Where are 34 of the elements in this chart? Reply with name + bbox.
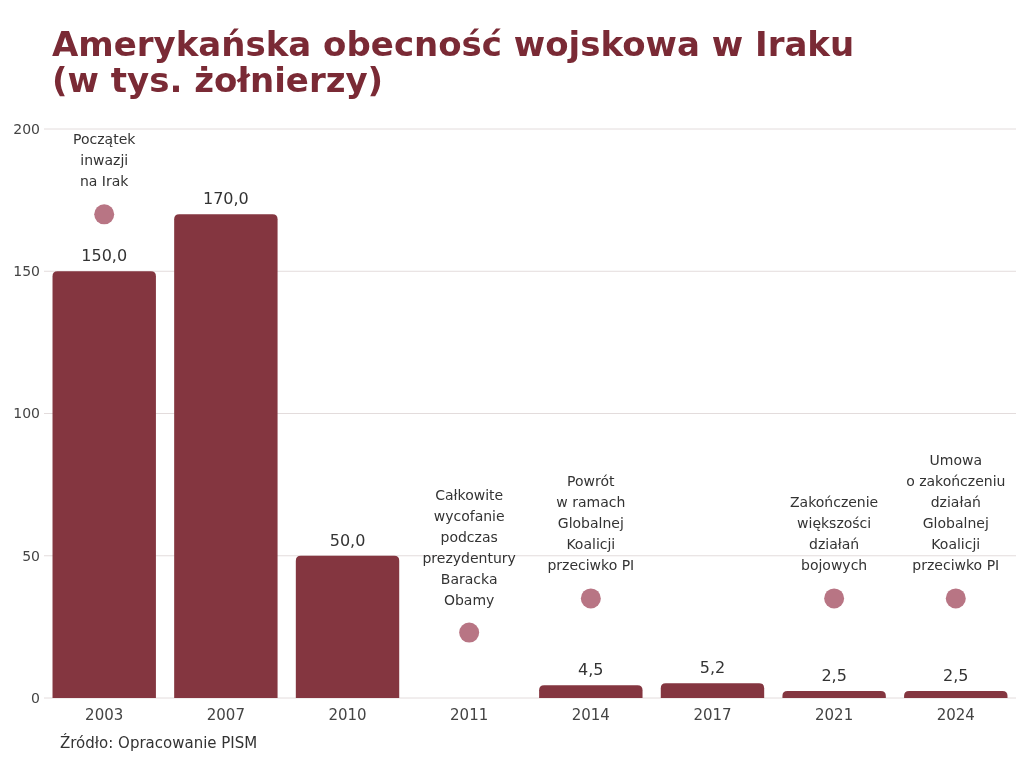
- annotation: Zakończenie większości działań bojowych: [790, 494, 879, 574]
- bar: [174, 214, 278, 698]
- x-tick-label: 2007: [206, 706, 245, 724]
- bar: [295, 555, 400, 698]
- y-tick-label: 50: [22, 547, 40, 564]
- annotation: Całkowite wycofanie podczas prezydentury Baracka Obamy: [422, 486, 516, 608]
- annotation: Umowa o zakończeniu działań Globalnej Koalicji przeciwko PI: [906, 452, 1006, 574]
- chart-title: Amerykańska obecność wojskowa w Iraku (w tys. żołnierzy): [52, 24, 855, 100]
- x-tick-label: 2010: [328, 706, 367, 724]
- data-label: 150,0: [81, 246, 128, 266]
- x-tick-label: 2014: [571, 706, 610, 724]
- x-tick-label: 2011: [450, 706, 489, 724]
- data-label: 50,0: [329, 530, 366, 550]
- data-label: 5,2: [699, 658, 726, 678]
- data-label: 4,5: [578, 660, 604, 680]
- bar: [52, 271, 156, 698]
- bar: [782, 690, 886, 698]
- annotation: Początek inwazji na Irak: [73, 131, 137, 190]
- data-label: 2,5: [943, 665, 969, 685]
- data-label: 2,5: [821, 665, 847, 685]
- x-tick-label: 2021: [815, 706, 854, 724]
- bar: [539, 685, 643, 698]
- bar: [660, 683, 765, 698]
- x-tick-label: 2017: [693, 706, 732, 724]
- bar: [904, 690, 1008, 698]
- text: Źródło: Opracowanie PISM: [60, 733, 258, 752]
- x-tick-label: 2024: [936, 706, 975, 724]
- x-tick-label: 2003: [85, 706, 124, 724]
- y-tick-label: 0: [31, 689, 40, 706]
- y-tick-label: 150: [13, 263, 40, 280]
- y-tick-label: 200: [13, 120, 40, 137]
- annotation: Powrót w ramach Globalnej Koalicji przeciwko PI: [547, 473, 635, 574]
- y-tick-label: 100: [13, 405, 40, 422]
- data-label: 170,0: [202, 189, 249, 209]
